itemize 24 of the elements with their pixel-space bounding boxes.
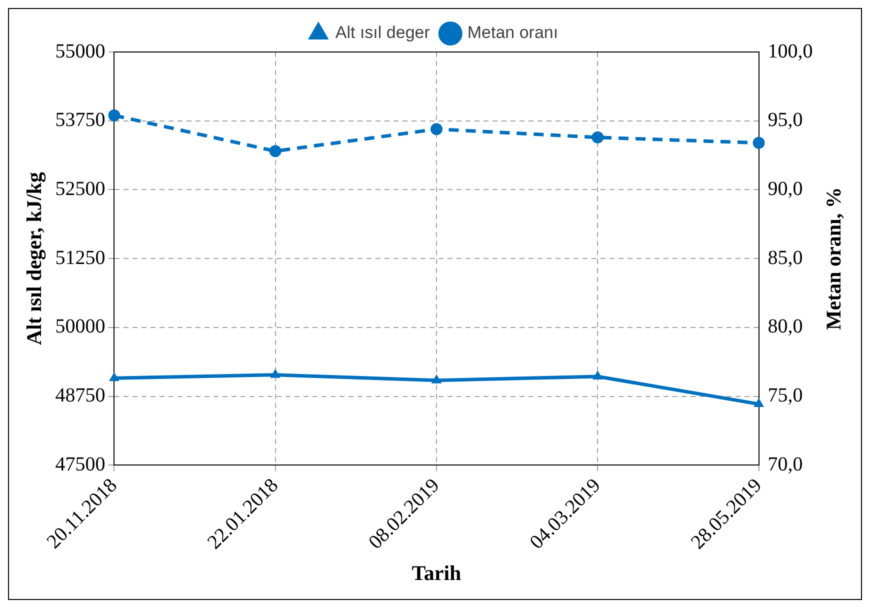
legend-label: Alt ısıl deger (335, 23, 430, 42)
y2-tick-label: 70,0 (768, 453, 803, 476)
y-tick-label: 55000 (55, 40, 106, 62)
y-tick-label: 51250 (55, 246, 106, 269)
y2-tick-label: 100,0 (768, 40, 813, 62)
point (752, 136, 765, 149)
y-axis-title: Alt ısıl deger, kJ/kg (22, 172, 46, 346)
point (108, 109, 120, 122)
y2-axis-title: Metan oranı, % (821, 187, 846, 330)
y-tick-label: 53750 (55, 109, 106, 132)
y2-tick-label: 95,0 (768, 109, 803, 132)
y2-tick-label: 80,0 (768, 316, 803, 338)
x-axis-title: Tarih (412, 560, 462, 585)
point (592, 131, 604, 144)
y-tick-label: 52500 (55, 178, 106, 200)
y-tick-label: 50000 (55, 316, 106, 338)
point (269, 145, 282, 158)
legend-label: Metan oranı (467, 23, 558, 42)
y2-tick-label: 90,0 (768, 178, 803, 200)
point (430, 123, 442, 136)
y2-tick-label: 85,0 (768, 246, 803, 269)
y2-tick-label: 75,0 (768, 384, 803, 407)
y-tick-label: 47500 (55, 453, 106, 476)
y-tick-label: 48750 (55, 384, 106, 407)
